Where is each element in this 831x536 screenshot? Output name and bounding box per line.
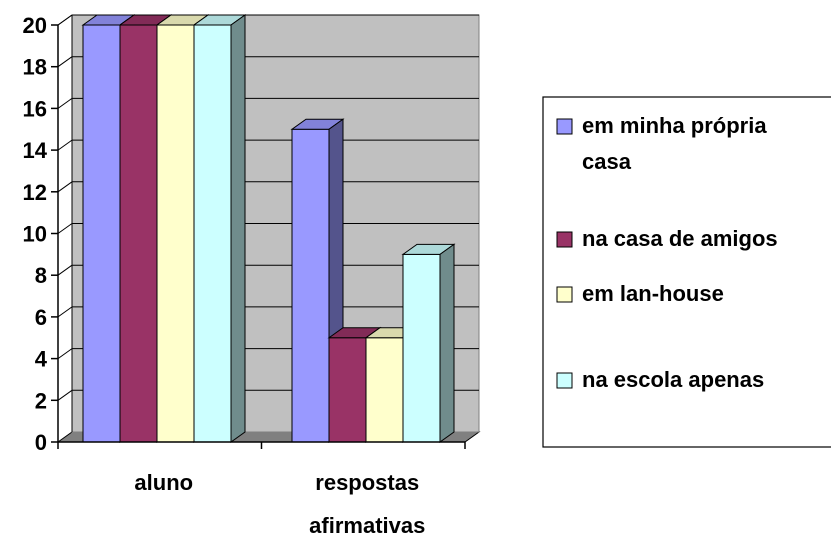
y-axis-ticks: 0 2 4 6 8 10 12 14 16 18 20 bbox=[23, 13, 58, 455]
bar-front bbox=[365, 337, 404, 443]
legend-label: na casa de amigos bbox=[582, 226, 778, 251]
y-tick-label: 8 bbox=[35, 263, 47, 288]
gridline-diagonal bbox=[57, 223, 73, 234]
bars bbox=[81, 14, 456, 443]
y-tick-label: 2 bbox=[35, 388, 47, 413]
legend: em minha própria casa na casa de amigos em … bbox=[542, 96, 831, 448]
gridline-diagonal bbox=[57, 389, 73, 401]
bar-front bbox=[402, 253, 441, 443]
x-category-label: aluno bbox=[134, 470, 193, 495]
bar-front bbox=[291, 128, 330, 443]
legend-label: na escola apenas bbox=[582, 367, 764, 392]
legend-label: em minha própria bbox=[582, 113, 767, 138]
gridline-diagonal bbox=[57, 348, 73, 360]
top-edge-line bbox=[57, 14, 73, 26]
bar-front bbox=[82, 24, 121, 443]
bar bbox=[401, 243, 456, 443]
gridline-diagonal bbox=[57, 306, 73, 318]
bar bbox=[192, 14, 247, 443]
legend-items: em minha própria casa na casa de amigos em … bbox=[556, 113, 778, 392]
legend-swatch bbox=[556, 286, 573, 303]
x-category-label: respostas bbox=[315, 470, 419, 495]
y-tick-label: 14 bbox=[23, 138, 48, 163]
bar-front bbox=[328, 337, 367, 443]
gridline-diagonal bbox=[57, 56, 73, 68]
y-tick-label: 16 bbox=[23, 96, 47, 121]
y-tick-label: 4 bbox=[35, 347, 48, 372]
y-tick-label: 20 bbox=[23, 13, 47, 38]
legend-swatch bbox=[556, 231, 573, 248]
gridline-diagonal bbox=[57, 181, 73, 193]
legend-swatch bbox=[556, 372, 573, 389]
gridline-diagonal bbox=[57, 139, 73, 151]
gridline-diagonal bbox=[57, 97, 73, 109]
bar-front bbox=[156, 24, 195, 443]
y-tick-label: 12 bbox=[23, 180, 47, 205]
bar-front bbox=[193, 24, 232, 443]
gridline-diagonal bbox=[57, 264, 73, 276]
bar-front bbox=[119, 24, 158, 443]
x-category-label: afirmativas bbox=[309, 513, 425, 536]
legend-box bbox=[542, 96, 831, 448]
legend-label: casa bbox=[582, 149, 632, 174]
bar-side bbox=[439, 243, 455, 443]
y-tick-label: 18 bbox=[23, 55, 47, 80]
bar-side bbox=[230, 14, 246, 443]
y-tick-label: 10 bbox=[23, 222, 47, 247]
legend-swatch bbox=[556, 118, 573, 135]
y-tick-label: 6 bbox=[35, 305, 47, 330]
y-tick-label: 0 bbox=[35, 430, 47, 455]
x-axis-labels: aluno respostas afirmativas bbox=[134, 470, 425, 536]
legend-label: em lan-house bbox=[582, 281, 724, 306]
